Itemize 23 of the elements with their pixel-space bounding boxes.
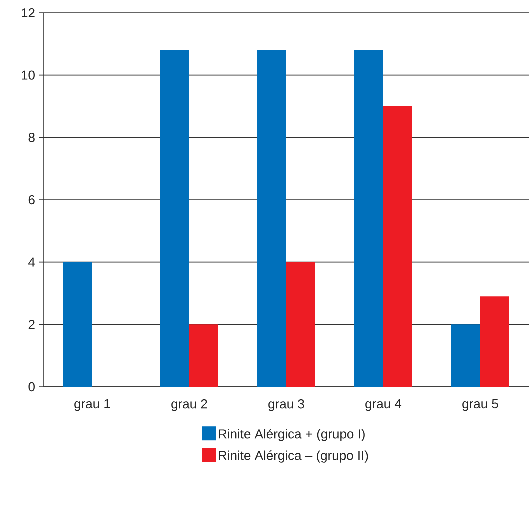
bar — [480, 296, 510, 387]
x-tick-label: grau 2 — [172, 400, 208, 412]
bar — [286, 262, 316, 387]
y-tick-label: 4 — [28, 258, 36, 267]
bar — [190, 324, 218, 387]
y-tick-label: 12 — [22, 8, 35, 18]
bar — [354, 50, 384, 387]
legend-label: Rinite Alérgica + (grupo I) — [219, 429, 365, 442]
bar — [64, 262, 92, 387]
y-tick-label: 6 — [28, 195, 35, 205]
bar — [160, 50, 190, 387]
x-tick-label: grau 3 — [268, 400, 304, 412]
y-tick-label: 10 — [22, 70, 35, 80]
bar — [384, 106, 412, 387]
y-tick-label: 8 — [28, 133, 35, 142]
bar — [452, 324, 480, 387]
y-tick-label: 2 — [28, 320, 35, 330]
y-tick-label: 0 — [28, 382, 35, 392]
x-tick-label: grau 5 — [462, 400, 498, 412]
x-tick-label: grau 1 — [74, 400, 110, 412]
legend-label: Rinite Alérgica – (grupo II) — [219, 450, 368, 463]
x-tick-label: grau 4 — [366, 400, 402, 412]
bar — [258, 50, 286, 387]
